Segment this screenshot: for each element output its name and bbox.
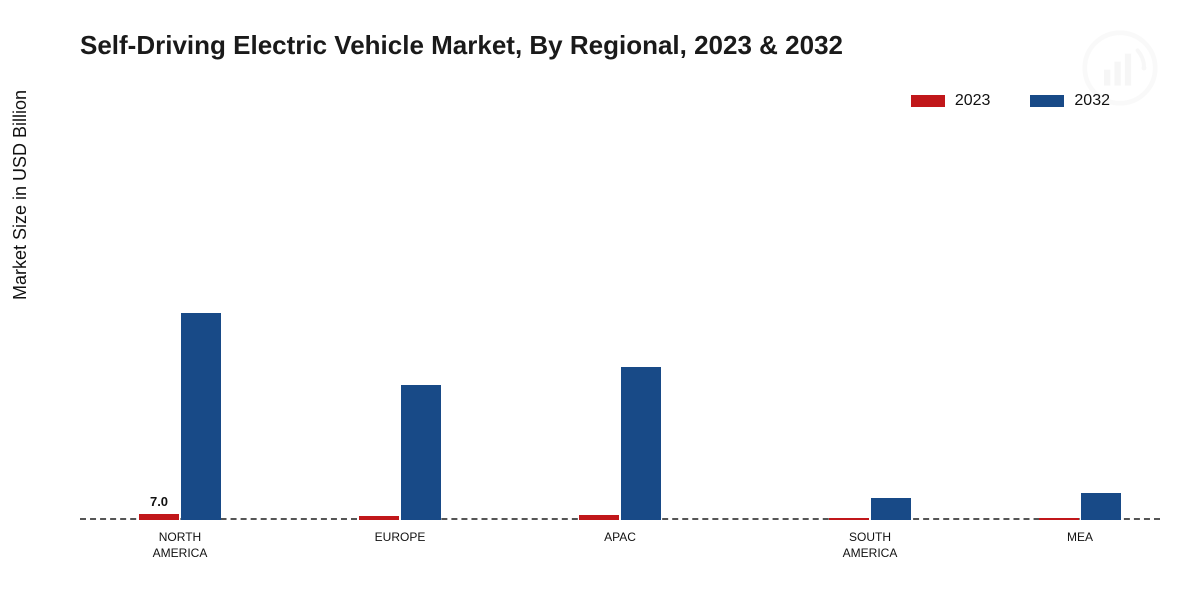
bar-group [800,160,940,520]
legend-label-2023: 2023 [955,92,991,110]
x-axis-category-label: SOUTHAMERICA [800,530,940,561]
legend-item-2023: 2023 [911,92,991,110]
bar-group [330,160,470,520]
page-title: Self-Driving Electric Vehicle Market, By… [80,30,843,61]
bar-group [1010,160,1150,520]
x-axis-category-label: EUROPE [330,530,470,546]
x-axis-category-label: APAC [550,530,690,546]
bar-2023 [579,515,619,520]
bar-2023 [359,516,399,521]
bar-2023 [1039,518,1079,520]
legend: 2023 2032 [911,92,1110,110]
legend-swatch-2023 [911,95,945,107]
x-axis-category-label: MEA [1010,530,1150,546]
bar-value-label: 7.0 [150,494,168,509]
x-axis-labels: NORTHAMERICA EUROPE APAC SOUTHAMERICA MEA [80,524,1160,574]
bar-2032 [181,313,221,520]
bar-2023 [829,518,869,520]
bar-2023: 7.0 [139,514,179,520]
legend-item-2032: 2032 [1030,92,1110,110]
x-axis-category-label: NORTHAMERICA [110,530,250,561]
legend-swatch-2032 [1030,95,1064,107]
chart-plot-area: 7.0 [80,160,1160,520]
bar-2032 [621,367,661,520]
bar-2032 [871,498,911,521]
bar-2032 [1081,493,1121,520]
bar-group: 7.0 [110,160,250,520]
legend-label-2032: 2032 [1074,92,1110,110]
y-axis-label: Market Size in USD Billion [10,90,31,300]
bar-2032 [401,385,441,520]
bar-group [550,160,690,520]
